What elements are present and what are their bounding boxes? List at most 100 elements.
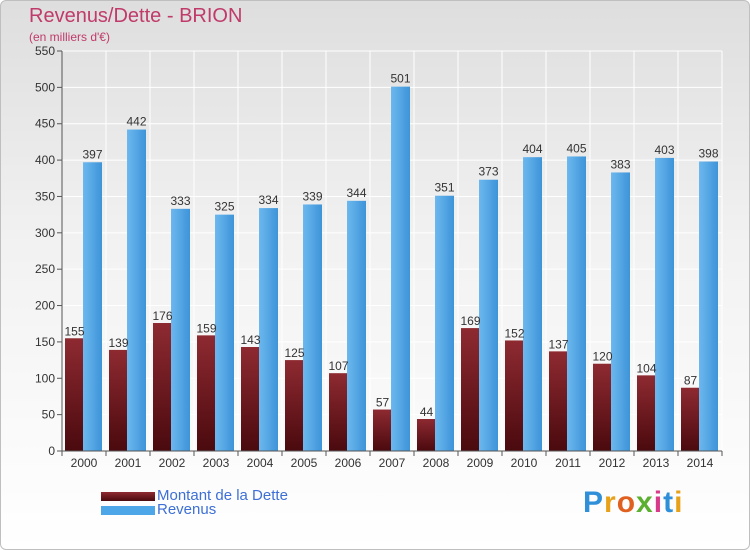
bar-dette — [681, 387, 700, 451]
logo-letter: o — [616, 486, 637, 519]
y-tick-label: 300 — [35, 226, 55, 240]
y-tick-label: 100 — [35, 371, 55, 385]
bar-revenus — [567, 156, 586, 452]
y-tick-label: 500 — [35, 80, 55, 94]
data-label-revenus: 333 — [170, 194, 190, 208]
bar-dette — [417, 419, 436, 451]
data-label-revenus: 398 — [698, 147, 718, 161]
bar-layer — [65, 86, 718, 452]
logo-letter: i — [674, 486, 684, 519]
bar-revenus — [171, 208, 190, 451]
data-label-dette: 137 — [548, 337, 568, 351]
data-label-revenus: 344 — [346, 186, 366, 200]
data-label-dette: 169 — [460, 314, 480, 328]
x-tick-label: 2001 — [115, 456, 142, 470]
data-label-revenus: 351 — [434, 181, 454, 195]
bar-dette — [65, 338, 84, 451]
data-label-dette: 152 — [504, 326, 524, 340]
label-layer: 155 397 139 442 176 333 159 325 143 334 125 339 107 3… — [64, 72, 718, 419]
legend-swatch-dette — [101, 492, 155, 501]
data-label-dette: 176 — [152, 309, 172, 323]
x-tick-label: 2005 — [291, 456, 318, 470]
data-label-dette: 57 — [376, 396, 390, 410]
logo-letter: P — [583, 486, 605, 519]
y-tick-label: 200 — [35, 299, 55, 313]
chart-title: Revenus/Dette - BRION — [29, 5, 243, 27]
proxiti-logo: Proxiti — [583, 486, 683, 520]
data-label-dette: 155 — [64, 324, 84, 338]
bar-dette — [285, 360, 304, 451]
x-tick-label: 2002 — [159, 456, 186, 470]
x-tick-label: 2008 — [423, 456, 450, 470]
data-label-dette: 139 — [108, 336, 128, 350]
data-label-dette: 44 — [420, 405, 434, 419]
bar-revenus — [523, 157, 542, 451]
bar-revenus — [699, 161, 718, 451]
x-tick-label: 2010 — [511, 456, 538, 470]
bar-revenus — [303, 204, 322, 451]
bar-revenus — [611, 172, 630, 452]
bar-dette — [637, 375, 656, 451]
data-label-revenus: 404 — [522, 142, 542, 156]
y-tick-label: 550 — [35, 44, 55, 58]
data-label-revenus: 373 — [478, 165, 498, 179]
x-tick-label: 2013 — [643, 456, 670, 470]
x-tick-label: 2004 — [247, 456, 274, 470]
data-label-dette: 143 — [240, 333, 260, 347]
data-label-revenus: 334 — [258, 193, 278, 207]
y-tick-label: 400 — [35, 153, 55, 167]
x-tick-label: 2011 — [555, 456, 581, 470]
bar-revenus — [215, 214, 234, 451]
y-tick-label: 150 — [35, 335, 55, 349]
bar-dette — [241, 347, 260, 451]
y-tick-label: 0 — [48, 444, 55, 458]
x-tick-label: 2000 — [71, 456, 98, 470]
legend-label-dette: Montant de la Dette — [157, 487, 288, 504]
data-label-revenus: 405 — [566, 141, 586, 155]
data-label-dette: 104 — [636, 361, 656, 375]
x-tick-label: 2009 — [467, 456, 494, 470]
bar-revenus — [83, 162, 102, 452]
bar-dette — [505, 340, 524, 451]
logo-letter: r — [604, 486, 617, 519]
bar-revenus — [435, 195, 454, 451]
x-tick-label: 2006 — [335, 456, 362, 470]
bar-dette — [329, 373, 348, 451]
logo-letter: x — [636, 486, 654, 519]
data-label-dette: 107 — [328, 359, 348, 373]
data-label-revenus: 501 — [390, 72, 410, 86]
logo-letter: i — [653, 486, 664, 519]
data-label-revenus: 325 — [214, 200, 234, 214]
chart-subtitle: (en milliers d'€) — [29, 30, 110, 44]
y-tick-label: 450 — [35, 117, 55, 131]
bar-revenus — [259, 208, 278, 451]
bar-dette — [549, 351, 568, 451]
y-tick-label: 350 — [35, 189, 55, 203]
axis-layer: 0 50 100 150 200 250 300 350 400 450 500 550 2000 200… — [35, 44, 723, 470]
data-label-dette: 159 — [196, 321, 216, 335]
bar-revenus — [479, 179, 498, 451]
bar-dette — [373, 409, 392, 451]
bar-dette — [461, 328, 480, 451]
bar-dette — [109, 349, 128, 451]
bar-revenus — [127, 129, 146, 451]
bar-dette — [197, 335, 216, 451]
bar-revenus — [655, 157, 674, 451]
bar-dette — [593, 363, 612, 451]
x-tick-label: 2007 — [379, 456, 406, 470]
data-label-dette: 120 — [592, 350, 612, 364]
logo-letter: t — [663, 486, 675, 519]
x-tick-label: 2012 — [599, 456, 626, 470]
data-label-revenus: 397 — [82, 147, 102, 161]
data-label-revenus: 442 — [126, 115, 146, 129]
x-tick-label: 2014 — [687, 456, 714, 470]
y-tick-label: 250 — [35, 262, 55, 276]
bar-revenus — [391, 86, 410, 452]
data-label-revenus: 383 — [610, 157, 630, 171]
x-tick-label: 2003 — [203, 456, 230, 470]
legend-label-revenus: Revenus — [157, 501, 217, 518]
bar-dette — [153, 323, 172, 451]
data-label-revenus: 403 — [654, 143, 674, 157]
